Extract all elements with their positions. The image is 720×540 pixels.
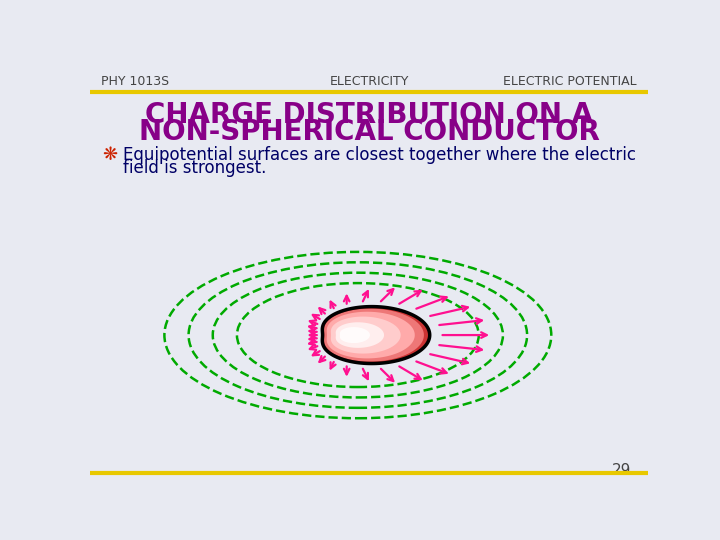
Polygon shape (323, 307, 430, 363)
Polygon shape (331, 316, 400, 354)
Text: field is strongest.: field is strongest. (124, 159, 267, 177)
Polygon shape (324, 308, 424, 362)
Text: ❋: ❋ (102, 146, 117, 165)
Text: ELECTRIC POTENTIAL: ELECTRIC POTENTIAL (503, 75, 637, 88)
Polygon shape (336, 322, 384, 348)
Text: ELECTRICITY: ELECTRICITY (329, 75, 409, 88)
Polygon shape (327, 312, 415, 359)
Text: CHARGE DISTRIBUTION ON A: CHARGE DISTRIBUTION ON A (145, 100, 593, 129)
Polygon shape (323, 307, 430, 363)
Text: 29: 29 (612, 463, 631, 478)
Text: PHY 1013S: PHY 1013S (101, 75, 169, 88)
Polygon shape (340, 327, 370, 343)
Text: NON-SPHERICAL CONDUCTOR: NON-SPHERICAL CONDUCTOR (138, 118, 600, 146)
Text: Equipotential surfaces are closest together where the electric: Equipotential surfaces are closest toget… (124, 146, 636, 165)
